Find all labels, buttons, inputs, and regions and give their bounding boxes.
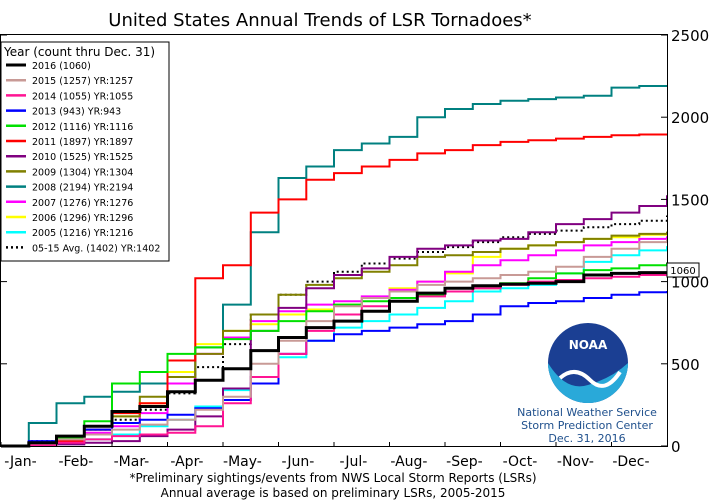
x-tick-label: -Sep- — [446, 454, 483, 470]
x-tick-label: -Jun- — [282, 454, 315, 470]
legend-box — [0, 41, 170, 262]
x-tick-label: -Oct- — [503, 454, 538, 470]
current-value-label: 1060 — [670, 266, 695, 277]
credit-line-1: National Weather Service — [517, 406, 657, 419]
y-tick-label: 2000 — [671, 109, 709, 127]
legend: Year (count thru Dec. 31) 2016 (1060)201… — [0, 41, 170, 262]
y-tick-label: 1500 — [671, 191, 709, 209]
series-line-4 — [1, 262, 668, 447]
series-line-1 — [1, 239, 668, 447]
legend-label: 2009 (1304) YR:1304 — [32, 167, 133, 178]
y-tick-label: 500 — [671, 356, 700, 374]
y-axis-ticks: 0 500 1000 1500 2000 2500 — [1, 27, 709, 456]
noaa-logo: NOAA — [548, 323, 628, 403]
x-tick-label: -Jul- — [340, 454, 368, 470]
x-axis-ticks: -Jan- -Feb- -Mar- -Apr- -May- -Jun- -Jul- -Aug-… — [0, 442, 650, 470]
legend-label: 2006 (1296) YR:1296 — [32, 213, 133, 224]
x-tick-label: -Mar- — [114, 454, 150, 470]
x-tick-label: -Feb- — [58, 454, 93, 470]
legend-label: 2008 (2194) YR:2194 — [32, 183, 133, 194]
credit-block: National Weather Service Storm Predictio… — [517, 406, 657, 445]
legend-label: 2005 (1216) YR:1216 — [32, 228, 133, 239]
legend-label: 2013 (943) YR:943 — [32, 107, 121, 118]
y-tick-label: 2500 — [671, 27, 709, 45]
chart-title: United States Annual Trends of LSR Torna… — [108, 10, 531, 31]
current-value-box — [666, 262, 700, 278]
legend-title: Year (count thru Dec. 31) — [3, 45, 155, 59]
legend-label: 2007 (1276) YR:1276 — [32, 198, 133, 209]
x-tick-label: -Aug- — [390, 454, 427, 470]
legend-label: 2015 (1257) YR:1257 — [32, 76, 133, 87]
noaa-logo-text: NOAA — [569, 338, 608, 352]
x-tick-label: -May- — [223, 454, 262, 470]
x-tick-label: -Nov- — [557, 454, 594, 470]
footnote-1: *Preliminary sightings/events from NWS L… — [129, 471, 536, 485]
noaa-logo-bird — [558, 370, 622, 388]
series-line-6 — [1, 195, 668, 447]
legend-label: 2016 (1060) — [32, 61, 91, 72]
credit-line-3: Dec. 31, 2016 — [548, 432, 625, 445]
legend-label: 2012 (1116) YR:1116 — [32, 122, 133, 133]
y-tick-label: 1000 — [671, 274, 709, 292]
current-value-callout: 1060 — [666, 262, 700, 278]
footnote-2: Annual average is based on preliminary L… — [161, 486, 506, 500]
x-tick-label: -Apr- — [170, 454, 203, 470]
legend-label: 2010 (1525) YR:1525 — [32, 152, 133, 163]
plot-series-group — [1, 85, 669, 448]
y-tick-label: 0 — [671, 438, 681, 456]
x-tick-label: -Jan- — [4, 454, 36, 470]
legend-items: 2016 (1060) 2015 (1257) YR:1257 2014 (1055… — [6, 61, 160, 254]
noaa-logo-wave — [548, 363, 628, 403]
legend-label: 05-15 Avg. (1402) YR:1402 — [32, 243, 160, 254]
legend-label: 2011 (1897) YR:1897 — [32, 137, 133, 148]
x-tick-label: -Dec- — [612, 454, 649, 470]
series-line-0 — [1, 271, 669, 448]
legend-label: 2014 (1055) YR:1055 — [32, 91, 133, 102]
credit-line-2: Storm Prediction Center — [521, 419, 653, 432]
